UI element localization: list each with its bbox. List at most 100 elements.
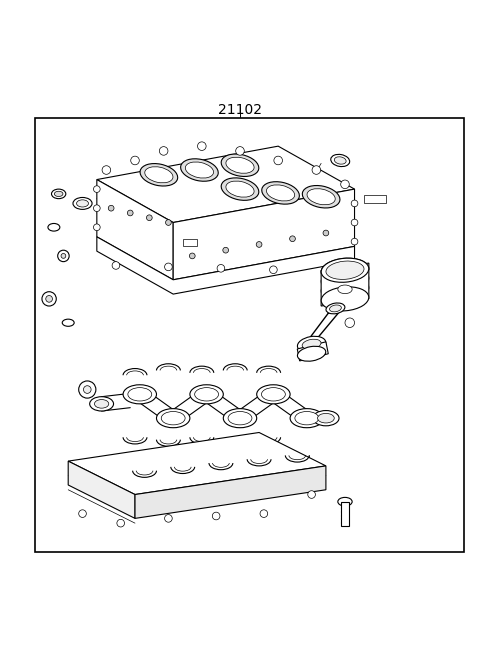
Ellipse shape <box>54 191 63 196</box>
Circle shape <box>190 253 195 259</box>
Circle shape <box>341 180 349 189</box>
Polygon shape <box>321 263 369 306</box>
Ellipse shape <box>161 411 185 425</box>
Circle shape <box>351 238 358 245</box>
Circle shape <box>127 210 133 216</box>
Ellipse shape <box>326 303 345 314</box>
Polygon shape <box>297 342 328 361</box>
Circle shape <box>351 219 358 226</box>
Ellipse shape <box>223 409 257 428</box>
Ellipse shape <box>73 197 92 210</box>
Circle shape <box>312 166 321 174</box>
Circle shape <box>223 248 228 253</box>
Circle shape <box>260 510 268 517</box>
Circle shape <box>108 205 114 211</box>
Polygon shape <box>173 189 355 280</box>
Circle shape <box>79 510 86 517</box>
Circle shape <box>323 230 329 236</box>
Ellipse shape <box>221 154 259 176</box>
Ellipse shape <box>298 346 326 361</box>
Ellipse shape <box>257 384 290 404</box>
Ellipse shape <box>330 305 341 312</box>
Ellipse shape <box>266 185 295 201</box>
Ellipse shape <box>62 319 74 326</box>
Ellipse shape <box>334 157 346 164</box>
Circle shape <box>94 186 100 193</box>
Circle shape <box>236 147 244 155</box>
Polygon shape <box>97 237 355 294</box>
Text: 21102: 21102 <box>218 103 262 117</box>
Circle shape <box>165 263 172 271</box>
Ellipse shape <box>228 411 252 425</box>
Ellipse shape <box>76 200 88 207</box>
Ellipse shape <box>180 159 218 181</box>
Circle shape <box>165 515 172 522</box>
Ellipse shape <box>226 181 254 197</box>
Polygon shape <box>68 461 135 518</box>
Ellipse shape <box>326 261 364 280</box>
Circle shape <box>217 265 225 272</box>
Bar <box>183 239 197 246</box>
Circle shape <box>42 291 56 306</box>
Ellipse shape <box>140 164 178 186</box>
Circle shape <box>84 386 91 394</box>
Ellipse shape <box>325 270 365 290</box>
Ellipse shape <box>313 411 339 426</box>
Ellipse shape <box>145 167 173 183</box>
Ellipse shape <box>128 388 152 401</box>
Ellipse shape <box>226 157 254 174</box>
Ellipse shape <box>331 155 349 166</box>
Circle shape <box>351 200 358 207</box>
Ellipse shape <box>156 409 190 428</box>
Circle shape <box>102 166 111 174</box>
Ellipse shape <box>318 413 334 423</box>
Circle shape <box>131 156 139 165</box>
Ellipse shape <box>325 261 365 280</box>
Ellipse shape <box>338 285 352 293</box>
Ellipse shape <box>262 181 300 204</box>
Circle shape <box>345 318 355 328</box>
Ellipse shape <box>190 384 223 404</box>
Ellipse shape <box>95 400 109 408</box>
Circle shape <box>94 224 100 231</box>
Ellipse shape <box>123 384 156 404</box>
Ellipse shape <box>338 497 352 506</box>
Circle shape <box>212 512 220 520</box>
Ellipse shape <box>321 268 369 292</box>
Circle shape <box>166 219 171 225</box>
Ellipse shape <box>307 189 335 205</box>
Polygon shape <box>135 466 326 518</box>
Ellipse shape <box>321 258 369 282</box>
Ellipse shape <box>295 411 319 425</box>
Circle shape <box>289 236 295 242</box>
Circle shape <box>270 266 277 274</box>
Circle shape <box>61 253 66 258</box>
Ellipse shape <box>185 162 214 178</box>
Circle shape <box>46 295 52 302</box>
Bar <box>364 195 385 204</box>
Circle shape <box>308 491 315 498</box>
Circle shape <box>79 381 96 398</box>
Circle shape <box>58 250 69 261</box>
Ellipse shape <box>298 336 326 352</box>
Circle shape <box>112 261 120 269</box>
Polygon shape <box>68 432 326 495</box>
Circle shape <box>198 142 206 151</box>
Ellipse shape <box>302 339 321 349</box>
Polygon shape <box>97 146 355 223</box>
Circle shape <box>322 267 330 275</box>
Ellipse shape <box>51 189 66 198</box>
Polygon shape <box>97 179 173 280</box>
Circle shape <box>256 242 262 248</box>
Ellipse shape <box>48 223 60 231</box>
Circle shape <box>159 147 168 155</box>
Ellipse shape <box>321 277 369 301</box>
Ellipse shape <box>302 185 340 208</box>
Circle shape <box>146 215 152 221</box>
Ellipse shape <box>262 388 285 401</box>
Ellipse shape <box>221 178 259 200</box>
Bar <box>341 502 349 525</box>
Ellipse shape <box>195 388 218 401</box>
Circle shape <box>94 205 100 212</box>
Circle shape <box>274 156 282 165</box>
